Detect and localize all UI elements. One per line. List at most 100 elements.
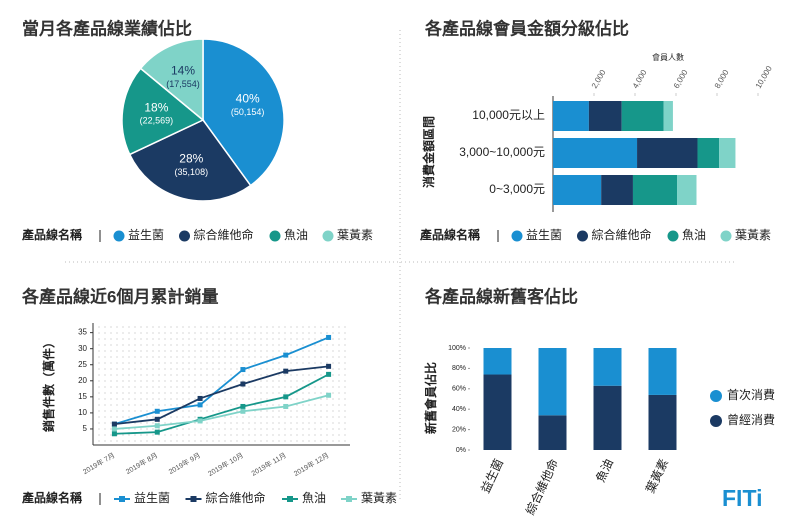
bar-segment — [648, 394, 677, 450]
legend-marker — [710, 415, 722, 427]
y-axis-label: 銷售件數（萬件） — [41, 336, 56, 432]
bar-segment — [588, 101, 622, 131]
legend-marker — [322, 230, 334, 242]
bar-segment — [677, 175, 697, 205]
x-tick-label: 葉黃素 — [643, 457, 671, 496]
legend-marker — [710, 390, 722, 402]
point-marker — [111, 431, 117, 437]
legend-marker — [269, 230, 281, 242]
point-marker — [283, 403, 289, 409]
chart-title: 各產品線會員金額分級佔比 — [424, 18, 629, 38]
bar-segment — [553, 101, 589, 131]
x-tick-label: 綜合維他命 — [522, 456, 561, 517]
legend-label: 魚油 — [302, 491, 326, 505]
bar-segment — [593, 348, 622, 386]
legend-label: 綜合維他命 — [592, 227, 652, 242]
slice-percent: 14% — [171, 64, 195, 78]
legend-marker — [720, 230, 732, 242]
y-tick-label: 10 — [78, 408, 87, 417]
y-tick-label: 15 — [78, 392, 87, 401]
x-tick-label: 10,000 — [754, 64, 774, 90]
bar-segment — [632, 175, 678, 205]
point-marker — [111, 426, 117, 432]
point-marker — [326, 371, 332, 377]
legend-label: 益生菌 — [134, 491, 170, 505]
bar-segment — [593, 385, 622, 450]
slice-amount: (17,554) — [166, 79, 200, 89]
y-tick-label: 3,000~10,000元 — [459, 145, 545, 159]
bar-segment — [553, 175, 602, 205]
legend-marker — [511, 230, 523, 242]
x-tick-label: 2019年 12月 — [292, 451, 331, 478]
point-marker — [154, 429, 160, 435]
y-tick-label: 5 — [83, 424, 88, 433]
legend-label: 綜合維他命 — [194, 227, 254, 242]
y-tick-label: 0~3,000元 — [489, 182, 545, 196]
legend-label: 魚油 — [682, 228, 706, 242]
bar-segment — [648, 348, 677, 395]
x-tick-label: 2019年 11月 — [250, 451, 288, 478]
point-marker — [197, 402, 203, 408]
bar-segment — [621, 101, 664, 131]
y-tick-label: 40% — [452, 406, 466, 413]
bar-segment — [538, 415, 567, 450]
point-marker — [240, 408, 246, 414]
slice-amount: (22,569) — [140, 115, 174, 125]
point-marker — [326, 334, 332, 340]
legend-label: 葉黃素 — [337, 228, 373, 242]
point-marker — [283, 394, 289, 400]
legend-marker — [667, 230, 679, 242]
x-tick-label: 4,000 — [631, 68, 649, 90]
x-axis-label: 會員人數 — [652, 52, 684, 62]
legend-label: 曾經消費 — [727, 412, 775, 427]
bar-segment — [663, 101, 673, 131]
point-marker — [326, 392, 332, 398]
x-tick-label: 2019年 7月 — [81, 451, 116, 477]
bar-segment — [601, 175, 633, 205]
legend-marker — [113, 230, 125, 242]
y-tick-label: 10,000元以上 — [472, 108, 545, 122]
chart-title: 各產品線新舊客佔比 — [424, 286, 578, 306]
chart-title: 當月各產品線業績佔比 — [22, 18, 192, 38]
legend-marker — [346, 496, 352, 502]
legend-marker — [119, 496, 125, 502]
x-tick-label: 益生菌 — [478, 457, 506, 496]
point-marker — [197, 395, 203, 401]
point-marker — [326, 363, 332, 369]
legend-title: 產品線名稱 — [21, 490, 82, 505]
series-line — [114, 365, 329, 426]
point-marker — [154, 416, 160, 422]
x-tick-label: 魚油 — [593, 457, 616, 485]
legend-marker — [179, 230, 190, 242]
bar-segment — [637, 138, 698, 168]
chart-title: 各產品線近6個月累計銷量 — [21, 286, 218, 306]
x-tick-label: 8,000 — [713, 68, 731, 90]
y-tick-label: 100% — [448, 345, 466, 352]
legend-title: 產品線名稱 — [21, 227, 82, 242]
legend-label: 益生菌 — [526, 228, 562, 242]
x-tick-label: 6,000 — [672, 68, 690, 90]
legend-label: 葉黃素 — [361, 491, 397, 505]
point-marker — [197, 418, 203, 424]
point-marker — [154, 423, 160, 429]
series-line — [114, 336, 329, 425]
x-tick-label: 2,000 — [590, 68, 608, 90]
legend-label: 魚油 — [284, 228, 308, 242]
y-tick-label: 30 — [78, 344, 87, 353]
point-marker — [283, 368, 289, 374]
bar-segment — [538, 348, 567, 416]
y-tick-label: 0% — [456, 447, 466, 454]
y-tick-label: 60% — [452, 386, 466, 393]
pie-slice — [128, 119, 252, 202]
legend-label: 益生菌 — [128, 228, 164, 242]
legend-label: 首次消費 — [727, 387, 775, 402]
x-tick-label: 2019年 10月 — [206, 451, 245, 478]
y-tick-label: 80% — [452, 365, 466, 372]
point-marker — [111, 421, 117, 427]
y-tick-label: 25 — [78, 360, 87, 369]
legend-label: 葉黃素 — [735, 228, 771, 242]
point-marker — [283, 352, 289, 358]
slice-amount: (50,154) — [231, 107, 265, 117]
bar-segment — [719, 138, 736, 168]
